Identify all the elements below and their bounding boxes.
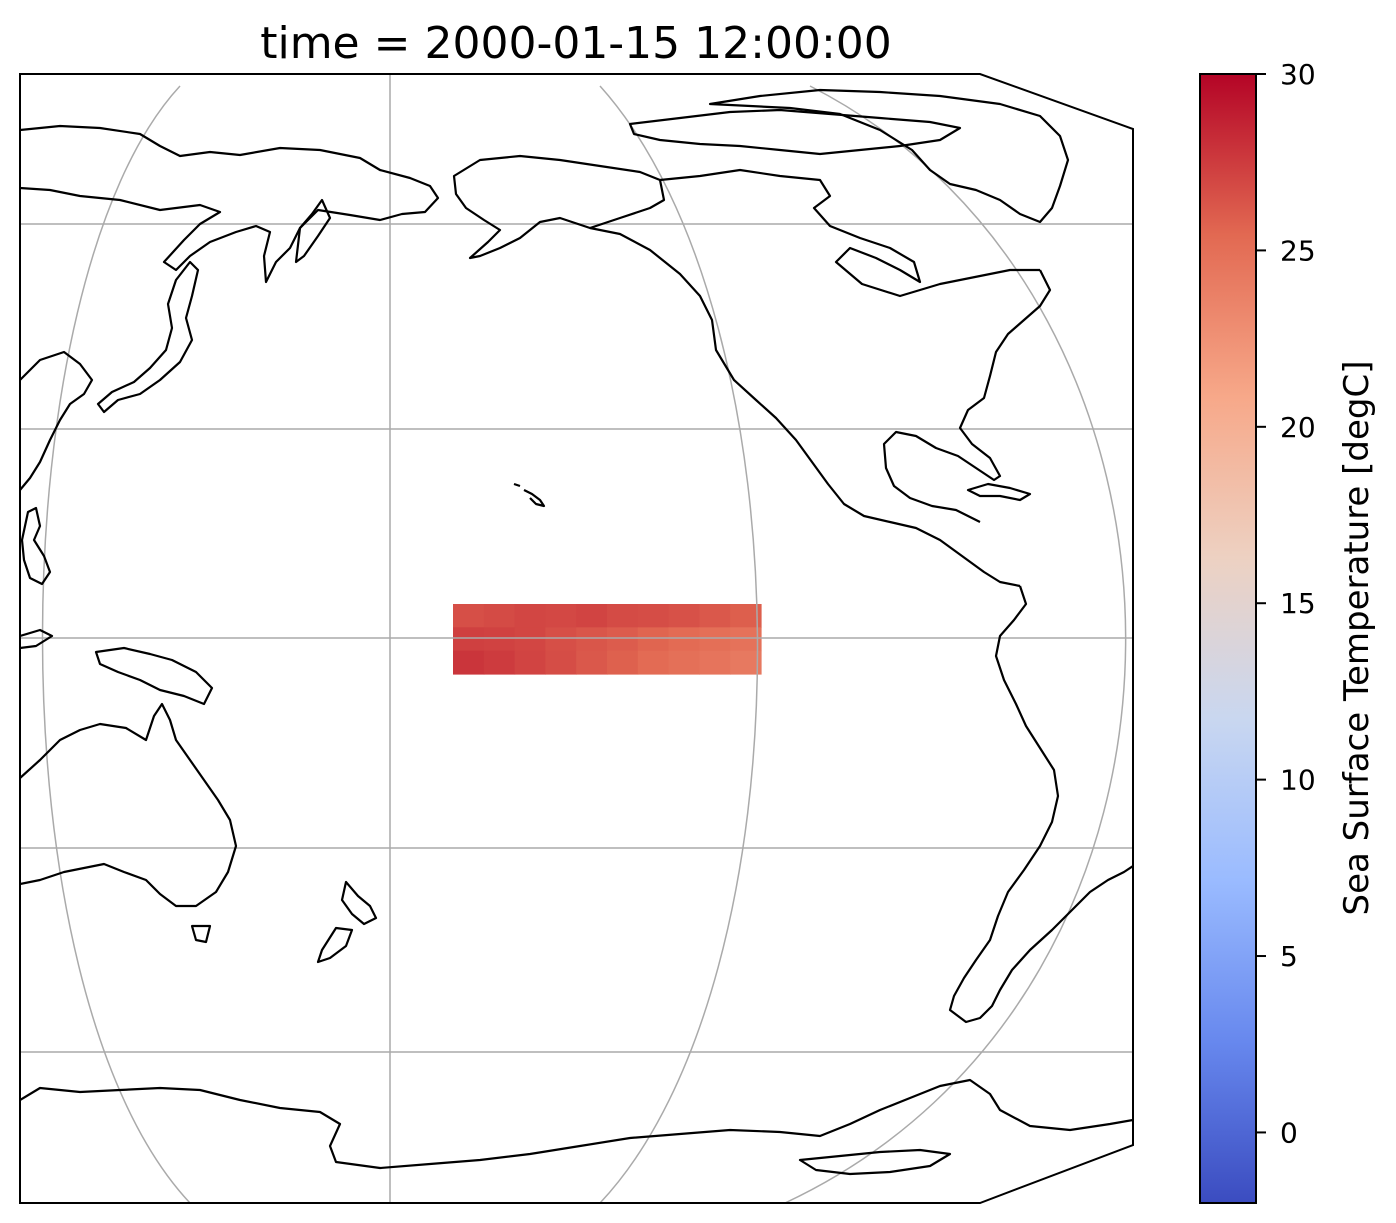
gridline-lon-east-outer xyxy=(784,85,1127,1203)
colorbar-tick-label: 5 xyxy=(1280,940,1298,973)
map-axes xyxy=(20,74,1133,1203)
colorbar-bar xyxy=(1199,73,1257,1204)
coast-kamchatka xyxy=(294,198,332,264)
coast-australia xyxy=(20,702,238,908)
gridlines xyxy=(20,74,1133,1203)
coast-cuba xyxy=(966,482,1032,502)
sst-cell xyxy=(637,627,670,652)
coast-philippines xyxy=(20,506,52,586)
chart-title: time = 2000-01-15 12:00:00 xyxy=(260,18,892,69)
colorbar-tick-label: 25 xyxy=(1280,234,1316,267)
coast-new-guinea xyxy=(94,646,214,706)
sst-cell xyxy=(699,650,731,675)
sst-cell xyxy=(637,650,670,675)
sst-cell xyxy=(545,627,577,652)
coast-ross-ice-shelf xyxy=(798,1148,952,1176)
sst-cell xyxy=(483,650,516,675)
sst-cell xyxy=(730,604,762,628)
sst-data-region xyxy=(453,604,762,675)
sst-cell xyxy=(607,627,639,652)
colorbar-tick-label: 0 xyxy=(1280,1116,1298,1149)
coast-antarctica xyxy=(20,1078,1133,1170)
sst-cell xyxy=(453,627,485,652)
coast-canada xyxy=(659,168,1040,298)
sst-cell xyxy=(514,604,546,628)
colorbar-tick-label: 15 xyxy=(1280,587,1316,620)
coast-new-zealand xyxy=(316,880,378,964)
sst-cell xyxy=(514,627,546,652)
colorbar-tick-label: 10 xyxy=(1280,764,1316,797)
gridline-lon-west-outer xyxy=(41,85,191,1203)
sst-cell xyxy=(668,627,700,652)
sst-cell xyxy=(730,627,762,652)
coast-arctic-islands xyxy=(628,108,962,156)
coast-hawaii xyxy=(513,482,546,508)
colorbar-label: Sea Surface Temperature [degC] xyxy=(1337,360,1377,915)
colorbar: 0 5 10 15 20 25 30 Sea Surface Temperature [de… xyxy=(1199,58,1377,1204)
sst-cell xyxy=(637,604,670,628)
sst-cell xyxy=(668,604,700,628)
sst-cell xyxy=(545,604,577,628)
coast-north-america-east xyxy=(882,269,1052,523)
coast-tasmania xyxy=(190,924,212,944)
sst-cell xyxy=(545,650,577,675)
sst-cell xyxy=(607,604,639,628)
coast-indonesia xyxy=(20,628,54,650)
colorbar-tick-label: 30 xyxy=(1280,58,1316,91)
sst-cell xyxy=(514,650,546,675)
sst-cell xyxy=(483,604,516,628)
coast-south-america xyxy=(948,585,1133,1024)
sst-cell xyxy=(576,650,608,675)
coast-alaska xyxy=(452,154,666,260)
sst-cell xyxy=(668,650,700,675)
colorbar-tick-label: 20 xyxy=(1280,411,1316,444)
sst-cell xyxy=(576,627,608,652)
sst-cell xyxy=(699,604,731,628)
gridline-lon-east-inner xyxy=(599,85,759,1203)
map-boundary xyxy=(19,73,1134,1204)
sst-cell xyxy=(483,627,516,652)
coast-japan xyxy=(96,260,200,414)
coastlines xyxy=(20,88,1133,1176)
sst-cell xyxy=(730,650,762,675)
coast-greenland xyxy=(708,88,1070,224)
sst-cell xyxy=(607,650,639,675)
sst-cell xyxy=(699,627,731,652)
coast-north-america-west xyxy=(589,226,1021,588)
sst-cell xyxy=(453,604,485,628)
colorbar-ticks: 0 5 10 15 20 25 30 xyxy=(1256,58,1316,1149)
coast-east-asia xyxy=(20,350,94,491)
sst-cell xyxy=(453,650,485,675)
sst-cell xyxy=(576,604,608,628)
